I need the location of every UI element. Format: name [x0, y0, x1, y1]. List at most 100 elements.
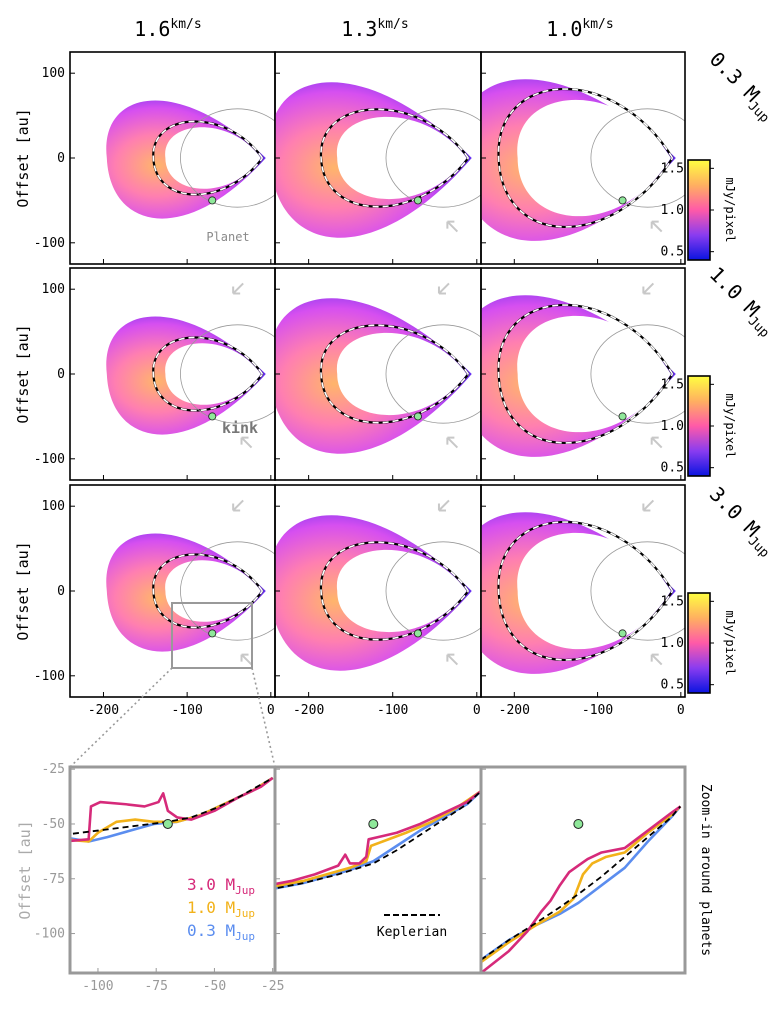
zoom-box — [171, 602, 253, 669]
series-line — [481, 805, 682, 973]
legend-entry: 0.3 MJup — [187, 921, 255, 943]
legend-entry: Keplerian — [377, 925, 447, 940]
legend-entry: 1.0 MJup — [187, 898, 255, 920]
disk-gap — [165, 560, 261, 622]
keplerian-contour — [152, 553, 264, 629]
channel-map-panel — [274, 51, 482, 265]
colorbar-tick-label: 1.0 — [661, 419, 684, 434]
y-axis-label: Offset [au] — [14, 108, 32, 207]
orbit-ellipse — [590, 324, 685, 424]
disk-gap — [336, 332, 467, 416]
colorbar-label: mJy/pixel — [723, 610, 737, 675]
row-labels: 0.3 MJup 1.0 MJup 3.0 MJup — [702, 47, 781, 561]
zoom-panel: Keplerian — [273, 765, 483, 975]
arrow-icon — [437, 282, 450, 295]
keplerian-contour — [152, 120, 264, 196]
colorbar-tick-label: 0.5 — [661, 245, 684, 260]
channel-map-panel: 100 0 -100 — [34, 51, 276, 265]
planet-marker — [618, 629, 627, 638]
arrow-icon — [240, 653, 253, 666]
colorbar-tick-label: 1.0 — [661, 636, 684, 651]
channel-map-panel: 100 0 -100 — [34, 267, 276, 481]
x-tick-label: -100 — [582, 703, 613, 718]
planet-marker — [368, 818, 379, 829]
planet-marker — [618, 196, 627, 205]
planet-marker — [208, 196, 217, 205]
x-tick-label: -200 — [88, 703, 119, 718]
y-axis-label: Offset [au] — [14, 324, 32, 423]
disk-gap — [336, 549, 467, 633]
disk-gap — [336, 116, 467, 200]
planet-marker — [413, 629, 422, 638]
planet-marker — [208, 412, 217, 421]
channel-map-panel: -200 -100 0 — [274, 484, 482, 718]
row-label: 1.0 MJup — [702, 262, 781, 341]
x-tick-label: -50 — [203, 979, 226, 994]
channel-map-panel: -200 -100 0 — [480, 484, 686, 718]
y-tick-label: 0 — [57, 151, 65, 166]
keplerian-contour — [497, 521, 674, 661]
keplerian-contour — [497, 304, 674, 444]
zoom-panel-frame — [479, 765, 687, 975]
annotations: Planet kink — [206, 230, 258, 437]
keplerian-contour — [152, 336, 264, 412]
series-line — [70, 776, 274, 843]
disk-gap — [517, 532, 671, 650]
colorbar-tick-label: 0.5 — [661, 461, 684, 476]
x-tick-label: 0 — [677, 703, 685, 718]
orbit-ellipse — [590, 108, 685, 208]
column-headers: 1.6km/s 1.3km/s 1.0km/s — [134, 17, 613, 41]
colorbar — [687, 375, 711, 477]
col-header-3: 1.0km/s — [546, 17, 613, 41]
y-tick-label: -25 — [42, 762, 65, 777]
planet-marker — [413, 412, 422, 421]
planet-marker — [618, 412, 627, 421]
y-tick-label: 100 — [42, 66, 65, 81]
series-line — [275, 790, 481, 886]
colorbar-tick-label: 1.0 — [661, 203, 684, 218]
colorbar-tick-label: 0.5 — [661, 678, 684, 693]
planet-marker — [208, 629, 217, 638]
y-tick-label: 100 — [42, 499, 65, 514]
arrow-icon — [642, 282, 655, 295]
kink-label: kink — [222, 419, 258, 437]
arrow-icon — [446, 653, 459, 666]
map-axes: Offset [au] Offset [au] Offset [au] — [14, 108, 276, 768]
disk-gap — [517, 99, 671, 217]
colorbar-tick-label: 1.5 — [661, 161, 684, 176]
y-tick-label: 0 — [57, 367, 65, 382]
x-tick-label: -100 — [82, 979, 113, 994]
disk-gap — [517, 315, 671, 433]
zoom-panel — [479, 765, 687, 975]
x-tick-label: -75 — [144, 979, 167, 994]
orbit-ellipse — [180, 541, 275, 641]
colorbar-label: mJy/pixel — [723, 393, 737, 458]
orbit-ellipse — [180, 324, 275, 424]
y-tick-label: -100 — [34, 669, 65, 684]
y-tick-label: -100 — [34, 452, 65, 467]
y-axis-label: Offset [au] — [14, 541, 32, 640]
orbit-ellipse — [590, 541, 685, 641]
colorbar-tick-label: 1.5 — [661, 594, 684, 609]
orbit-ellipse — [385, 324, 481, 424]
keplerian-contour — [497, 88, 674, 228]
keplerian-contour — [320, 108, 470, 208]
legend-entry: 3.0 MJup — [187, 875, 255, 897]
y-tick-label: -75 — [42, 872, 65, 887]
y-tick-label: 0 — [57, 584, 65, 599]
x-tick-label: -200 — [293, 703, 324, 718]
orbit-ellipse — [385, 541, 481, 641]
zoom-connector — [69, 667, 173, 768]
keplerian-contour — [320, 324, 470, 424]
orbit-ellipse — [180, 108, 275, 208]
series-line — [275, 790, 481, 890]
channel-map-panel — [274, 267, 482, 481]
x-tick-label: 0 — [473, 703, 481, 718]
disk-gap — [165, 343, 261, 405]
arrow-icon — [437, 499, 450, 512]
series-line — [275, 790, 481, 890]
series-line — [481, 805, 682, 961]
colorbar — [687, 159, 711, 261]
